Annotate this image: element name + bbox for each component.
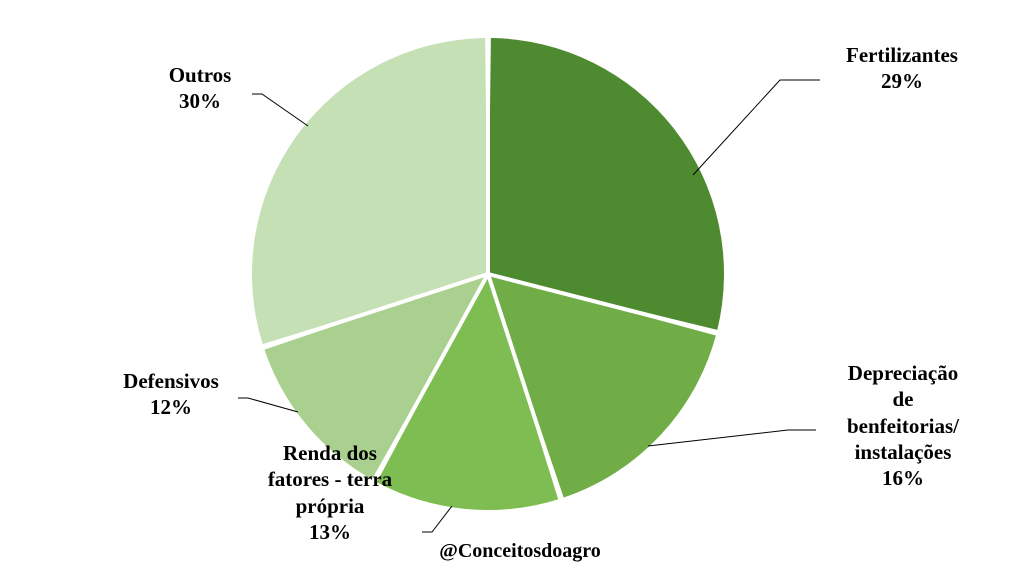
leader-line [252,94,308,126]
leader-line [648,430,816,446]
leader-line [693,80,820,175]
pie-slice-label: Depreciação de benfeitorias/ instalações… [808,360,998,491]
pie-slice-label: Outros 30% [140,62,260,115]
pie-slice-label: Renda dos fatores - terra própria 13% [230,440,430,545]
chart-stage: Fertilizantes 29% Depreciação de benfeito… [0,0,1024,576]
pie-slice-label: Fertilizantes 29% [812,42,992,95]
pie-slice-label: Defensivos 12% [96,368,246,421]
footer-attribution: @Conceitosdoagro [410,540,630,563]
